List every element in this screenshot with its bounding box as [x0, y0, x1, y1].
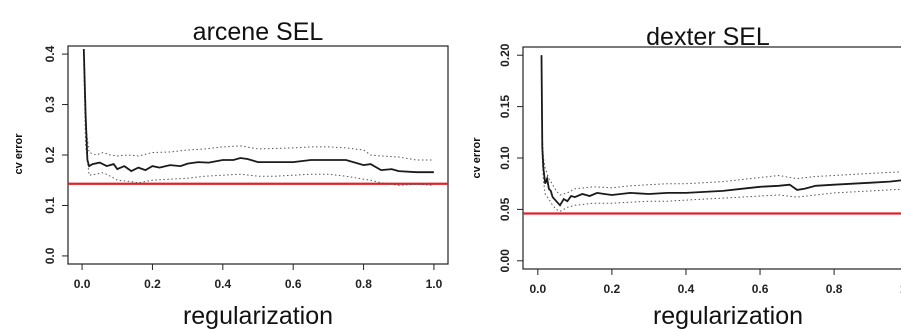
arcene-y-ticks: 0.0 0.1 0.2 0.3 0.4	[43, 45, 68, 264]
arcene-ylabel: cv error	[13, 133, 25, 175]
arcene-xlabel: regularization	[183, 302, 333, 329]
arcene-y-tick-label: 0.3	[43, 96, 57, 113]
dexter-x-tick-label: 0.2	[604, 282, 621, 296]
arcene-x-tick-label: 0.6	[285, 277, 302, 291]
dexter-upper-band-line	[541, 55, 901, 196]
dexter-y-tick-label: 0.05	[498, 197, 512, 221]
dexter-cv-error-line	[540, 55, 901, 207]
dexter-x-tick-label: 0.8	[826, 282, 843, 296]
arcene-x-ticks: 0.0 0.2 0.4 0.6 0.8 1.0	[74, 264, 443, 291]
arcene-cv-error-line	[82, 48, 434, 174]
arcene-y-tick-label: 0.4	[43, 45, 57, 62]
dexter-plot-box	[522, 46, 901, 270]
arcene-y-tick-label: 0.0	[43, 247, 57, 264]
dexter-x-tick-label: 0.0	[529, 282, 546, 296]
dexter-y-tick-label: 0.15	[498, 95, 512, 119]
dexter-y-tick-label: 0.00	[498, 249, 512, 273]
dexter-xlabel: regularization	[653, 302, 803, 329]
dexter-panel: dexter SEL regularization cv error 0.0 0.…	[471, 23, 901, 329]
dexter-x-ticks: 0.0 0.2 0.4 0.6 0.8 1.0	[529, 269, 901, 296]
dexter-x-tick-label: 1.0	[900, 282, 901, 296]
arcene-y-tick-label: 0.2	[43, 146, 57, 163]
dexter-lower-band-line	[541, 65, 901, 212]
arcene-x-tick-label: 0.8	[355, 277, 372, 291]
dexter-y-tick-label: 0.10	[498, 146, 512, 170]
arcene-x-tick-label: 0.4	[214, 277, 231, 291]
dexter-y-ticks: 0.00 0.05 0.10 0.15 0.20	[498, 43, 523, 272]
arcene-plot-box	[67, 45, 449, 265]
arcene-x-tick-label: 0.2	[144, 277, 161, 291]
dexter-ylabel: cv error	[471, 137, 483, 179]
arcene-x-tick-label: 1.0	[426, 277, 443, 291]
dexter-x-tick-label: 0.4	[678, 282, 695, 296]
arcene-upper-band-line	[83, 54, 434, 161]
arcene-y-tick-label: 0.1	[43, 197, 57, 214]
dexter-y-tick-label: 0.20	[498, 43, 512, 67]
arcene-x-tick-label: 0.0	[74, 277, 91, 291]
dexter-title: dexter SEL	[646, 23, 770, 51]
arcene-title: arcene SEL	[193, 18, 324, 46]
dexter-x-tick-label: 0.6	[752, 282, 769, 296]
arcene-panel: arcene SEL regularization cv error 0.0 0.…	[13, 18, 449, 329]
arcene-lower-band-line	[83, 64, 434, 186]
